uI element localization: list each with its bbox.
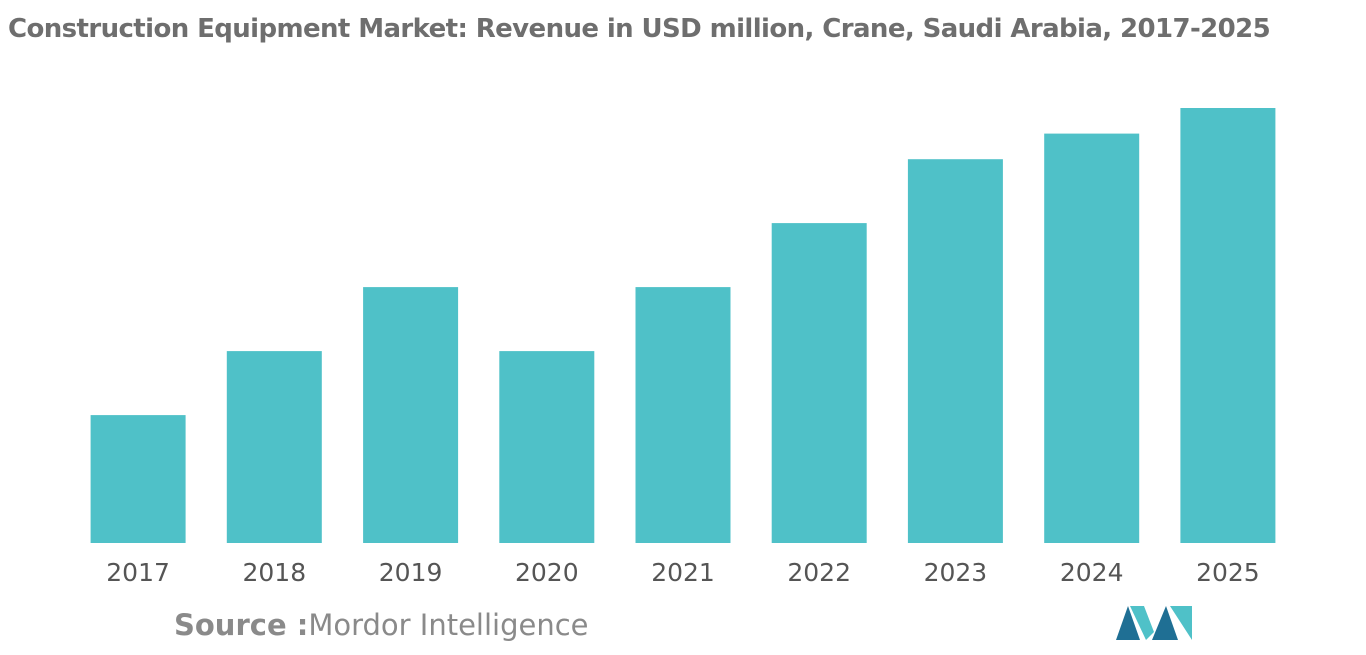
bar-2023 [907,159,1003,543]
x-tick-label-2019: 2019 [379,558,443,587]
source-line: Source :Mordor Intelligence [174,608,589,642]
bar-2021 [635,287,731,543]
logo-shape-middle [1130,606,1154,640]
mordor-intelligence-logo [1116,606,1192,640]
logo-shape-left [1116,606,1140,640]
logo-shape-edge [1170,606,1192,640]
source-label: Source : [174,608,309,642]
source-value: Mordor Intelligence [308,608,589,642]
x-tick-label-2022: 2022 [787,558,851,587]
x-tick-label-2021: 2021 [651,558,715,587]
bar-2020 [499,351,595,543]
x-tick-label-2018: 2018 [242,558,306,587]
x-tick-label-2017: 2017 [106,558,170,587]
bars-layer [90,108,1276,543]
bar-2018 [226,351,322,543]
x-tick-label-2020: 2020 [515,558,579,587]
bar-2022 [771,223,867,543]
bar-2017 [90,415,186,543]
x-tick-label-2025: 2025 [1196,558,1260,587]
x-tick-label-2023: 2023 [924,558,988,587]
bar-2019 [363,287,459,543]
bar-2024 [1044,133,1140,543]
logo-shape-right [1152,606,1178,640]
chart-title: Construction Equipment Market: Revenue i… [8,14,1271,44]
bar-2025 [1180,108,1276,543]
x-axis-tick-labels: 2017 2018 2019 2020 2021 2022 2023 2024 2025 [106,558,1259,587]
x-tick-label-2024: 2024 [1060,558,1124,587]
